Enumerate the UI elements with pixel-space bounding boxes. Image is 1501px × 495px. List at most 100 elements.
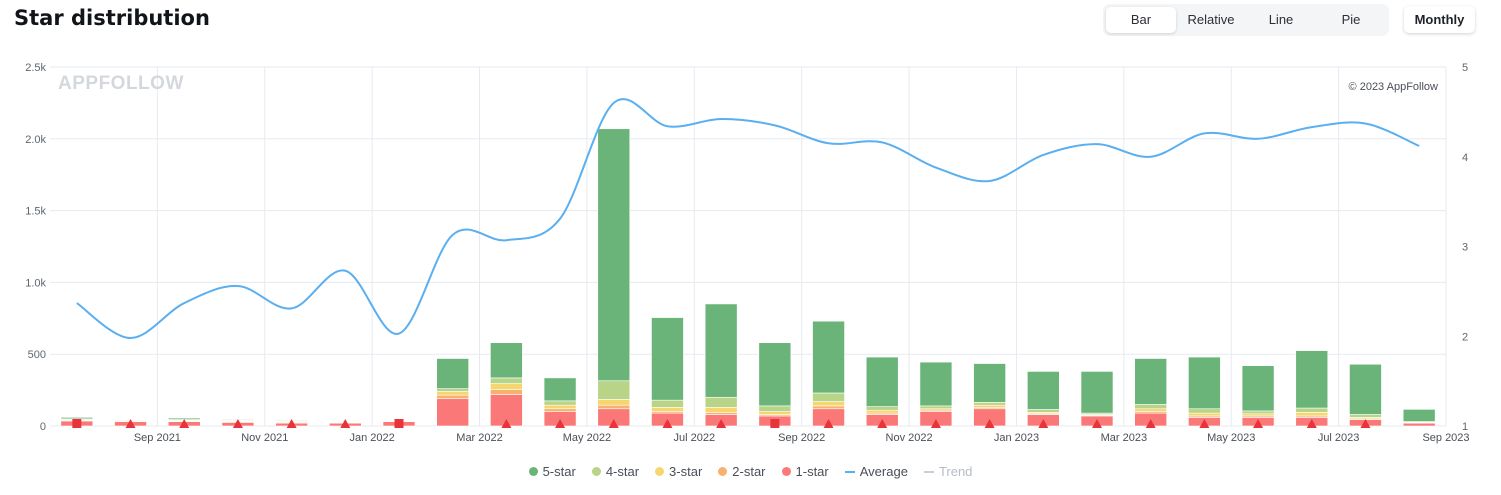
view-bar-button[interactable]: Bar: [1106, 7, 1176, 33]
legend-item-3-star[interactable]: 3-star: [655, 464, 702, 479]
bar-segment-3-star-apr-2022: [490, 383, 523, 390]
bar-segment-1-star-mar-2022: [436, 398, 469, 427]
appfollow-watermark: APPFOLLOW: [58, 73, 184, 94]
y-left-tick-label: 1.0k: [25, 277, 46, 289]
bar-segment-5-star-aug-2022: [704, 303, 738, 398]
x-tick-label: Mar 2022: [456, 432, 502, 444]
legend-label: 2-star: [732, 464, 766, 479]
view-pie-button[interactable]: Pie: [1341, 12, 1361, 27]
legend-item-trend[interactable]: Trend: [923, 464, 973, 479]
event-marker-triangle: [662, 419, 673, 428]
event-marker-triangle: [608, 419, 619, 428]
bar-segment-3-star-oct-2022: [812, 401, 845, 407]
event-marker-triangle: [823, 419, 834, 428]
x-tick-label: Jan 2022: [350, 432, 395, 444]
bar-segment-4-star-feb-2023: [1027, 409, 1060, 413]
legend-item-5-star[interactable]: 5-star: [528, 464, 576, 479]
bar-segment-2-star-apr-2022: [490, 389, 523, 395]
bar-segment-3-star-sep-2022: [758, 411, 792, 415]
bar-segment-4-star-apr-2022: [490, 377, 523, 384]
event-marker-triangle: [232, 419, 243, 428]
bar-segment-5-star-jan-2023: [973, 363, 1006, 403]
event-marker-triangle: [1360, 419, 1371, 428]
bar-segment-4-star-may-2022: [543, 400, 577, 406]
legend-item-2-star[interactable]: 2-star: [718, 464, 766, 479]
legend-label: Trend: [938, 464, 973, 479]
view-line-button[interactable]: Line: [1268, 12, 1294, 27]
bar-segment-5-star-nov-2022: [865, 356, 899, 407]
bar-segment-4-star-jan-2023: [973, 402, 1006, 406]
event-marker-triangle: [1253, 419, 1264, 428]
bar-segment-5-star-sep-2022: [758, 342, 792, 407]
legend-swatch: [528, 467, 538, 476]
event-marker-triangle: [1038, 419, 1049, 428]
legend-item-1-star[interactable]: 1-star: [781, 464, 829, 479]
legend-label: 3-star: [669, 464, 703, 479]
event-marker-triangle: [179, 419, 190, 428]
event-marker-triangle: [555, 419, 566, 428]
bar-segment-5-star-apr-2023: [1134, 358, 1167, 405]
page-title: Star distribution: [14, 6, 210, 30]
event-marker-triangle: [716, 419, 727, 428]
bar-segment-4-star-dec-2022: [919, 405, 953, 410]
bar-segment-5-star-feb-2023: [1027, 371, 1060, 410]
event-marker-square: [394, 419, 404, 428]
bar-segment-5-star-apr-2022: [490, 342, 523, 379]
x-tick-label: May 2022: [563, 432, 611, 444]
x-tick-label: Mar 2023: [1101, 432, 1147, 444]
event-marker-square: [770, 419, 780, 428]
y-right-tick-label: 2: [1462, 331, 1468, 343]
bar-segment-5-star-aug-2021: [60, 417, 94, 420]
x-tick-label: Nov 2021: [241, 432, 288, 444]
bar-segment-3-star-apr-2023: [1134, 408, 1167, 412]
event-marker-triangle: [286, 419, 297, 428]
view-relative-button[interactable]: Relative: [1187, 12, 1235, 27]
legend-label: Average: [859, 464, 908, 479]
bar-segment-3-star-jun-2022: [597, 399, 631, 406]
legend-swatch: [923, 470, 934, 473]
event-marker-triangle: [1145, 419, 1156, 428]
legend-item-average[interactable]: Average: [844, 464, 908, 479]
bar-segment-5-star-sep-2023: [1402, 409, 1436, 422]
bar-segment-5-star-jul-2023: [1295, 350, 1329, 409]
y-left-tick-label: 500: [28, 349, 46, 361]
bar-segment-4-star-jun-2023: [1241, 410, 1275, 415]
bar-segment-4-star-mar-2022: [436, 388, 469, 392]
bar-segment-5-star-jul-2022: [651, 317, 684, 401]
event-marker-triangle: [1199, 419, 1210, 428]
bar-segment-5-star-may-2023: [1188, 356, 1221, 410]
legend-label: 1-star: [795, 464, 829, 479]
event-marker-triangle: [1306, 419, 1317, 428]
bar-segment-2-star-mar-2022: [436, 394, 469, 400]
event-marker-triangle: [125, 419, 136, 428]
chart-view-switch: Bar Relative Line Pie: [1103, 4, 1389, 36]
bar-segment-5-star-mar-2022: [436, 358, 469, 389]
bar-segment-3-star-may-2023: [1188, 412, 1221, 417]
bar-segment-5-star-jun-2023: [1241, 365, 1275, 412]
y-right-tick-label: 3: [1462, 242, 1468, 254]
legend-swatch: [655, 467, 665, 476]
y-left-tick-label: 2.5k: [25, 62, 46, 74]
y-right-tick-label: 4: [1462, 152, 1468, 164]
period-select-button[interactable]: Monthly: [1404, 6, 1475, 33]
event-marker-triangle: [1092, 419, 1102, 428]
legend-item-4-star[interactable]: 4-star: [591, 464, 640, 479]
bar-segment-3-star-aug-2022: [704, 407, 738, 413]
bar-segment-3-star-jun-2023: [1241, 413, 1275, 417]
event-marker-square: [72, 419, 82, 428]
bar-segment-3-star-nov-2022: [865, 409, 899, 414]
legend-label: 4-star: [605, 464, 640, 479]
bar-segment-5-star-may-2022: [543, 377, 577, 402]
legend-label: 5-star: [542, 464, 576, 479]
bar-segment-1-star-sep-2023: [1402, 422, 1436, 427]
copyright-text: © 2023 AppFollow: [1349, 81, 1438, 93]
bar-segment-3-star-jul-2023: [1295, 412, 1329, 417]
bar-segment-3-star-may-2022: [543, 404, 577, 410]
bar-segment-5-star-dec-2022: [919, 361, 953, 407]
x-tick-label: Jul 2022: [674, 432, 716, 444]
bar-segment-5-star-jun-2022: [597, 128, 631, 382]
bar-segment-5-star-oct-2022: [812, 320, 845, 394]
bar-segment-3-star-mar-2022: [436, 391, 469, 396]
bar-segment-4-star-apr-2023: [1134, 404, 1167, 410]
event-marker-triangle: [984, 419, 995, 428]
